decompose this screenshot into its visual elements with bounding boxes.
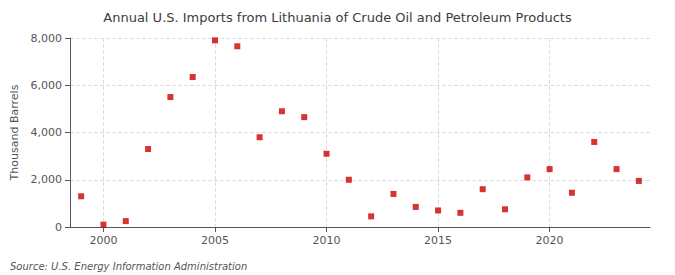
svg-text:2020: 2020 — [536, 234, 564, 247]
svg-text:2000: 2000 — [89, 234, 117, 247]
svg-text:2015: 2015 — [424, 234, 452, 247]
svg-text:2,000: 2,000 — [31, 173, 63, 186]
svg-text:6,000: 6,000 — [31, 79, 63, 92]
svg-text:4,000: 4,000 — [31, 126, 63, 139]
svg-text:0: 0 — [55, 221, 62, 234]
svg-text:Thousand Barrels: Thousand Barrels — [8, 84, 21, 181]
svg-text:2005: 2005 — [201, 234, 229, 247]
svg-text:8,000: 8,000 — [31, 32, 63, 45]
svg-text:2010: 2010 — [313, 234, 341, 247]
svg-text:Annual U.S. Imports from Lithu: Annual U.S. Imports from Lithuania of Cr… — [103, 10, 572, 25]
svg-text:Source: U.S. Energy Informatio: Source: U.S. Energy Information Administ… — [10, 261, 247, 272]
